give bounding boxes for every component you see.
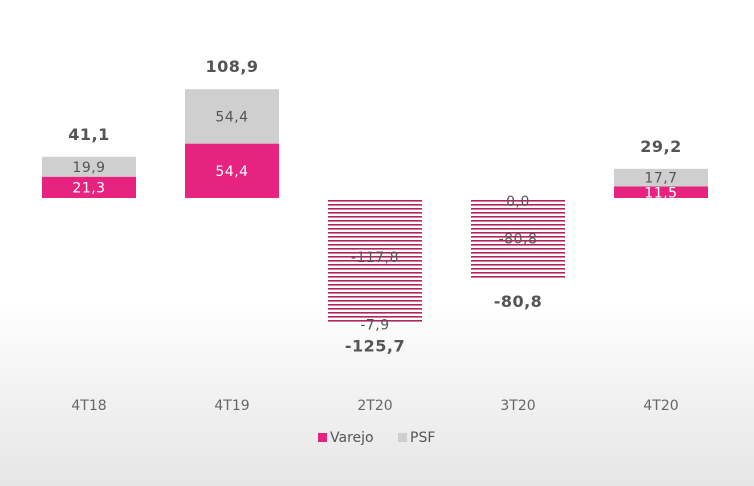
category-label-4t19: 4T19 xyxy=(214,398,249,414)
bar-psf-4t18 xyxy=(42,156,136,177)
segment-label-psf-2t20: -7,9 xyxy=(360,318,389,334)
total-label-2t20: -125,7 xyxy=(345,337,405,356)
category-label-4t18: 4T18 xyxy=(71,398,106,414)
bar-psf-4t19 xyxy=(185,89,279,144)
segment-label-psf-4t20: 17,7 xyxy=(644,171,677,187)
category-label-4t20: 4T20 xyxy=(643,398,678,414)
legend-swatch-psf xyxy=(398,433,407,442)
bar-varejo-4t18 xyxy=(42,176,136,198)
segment-label-varejo-4t18: 21,3 xyxy=(72,180,105,196)
segment-label-psf-3t20: 0,0 xyxy=(506,194,530,210)
segment-label-varejo-3t20: -80,8 xyxy=(499,231,538,247)
segment-label-psf-4t18: 19,9 xyxy=(72,160,105,176)
bar-psf-4t20 xyxy=(614,168,708,187)
total-label-4t19: 108,9 xyxy=(205,57,258,76)
bar-varejo-3t20 xyxy=(471,198,565,279)
legend-swatch-varejo xyxy=(318,433,327,442)
category-label-2t20: 2T20 xyxy=(357,398,392,414)
segment-label-psf-4t19: 54,4 xyxy=(215,109,248,125)
segment-label-varejo-4t19: 54,4 xyxy=(215,164,248,180)
bar-psf-2t20 xyxy=(328,315,422,324)
category-label-3t20: 3T20 xyxy=(500,398,535,414)
total-label-3t20: -80,8 xyxy=(494,292,543,311)
bar-varejo-2t20 xyxy=(328,198,422,316)
segment-label-varejo-4t20: 11,5 xyxy=(644,185,677,201)
total-label-4t20: 29,2 xyxy=(640,137,681,156)
bar-varejo-4t20 xyxy=(614,186,708,198)
total-label-4t18: 41,1 xyxy=(68,125,109,144)
legend-label-psf: PSF xyxy=(410,430,435,446)
legend-label-varejo: Varejo xyxy=(330,430,374,446)
segment-label-varejo-2t20: -117,8 xyxy=(351,250,399,266)
bar-varejo-4t19 xyxy=(185,143,279,198)
